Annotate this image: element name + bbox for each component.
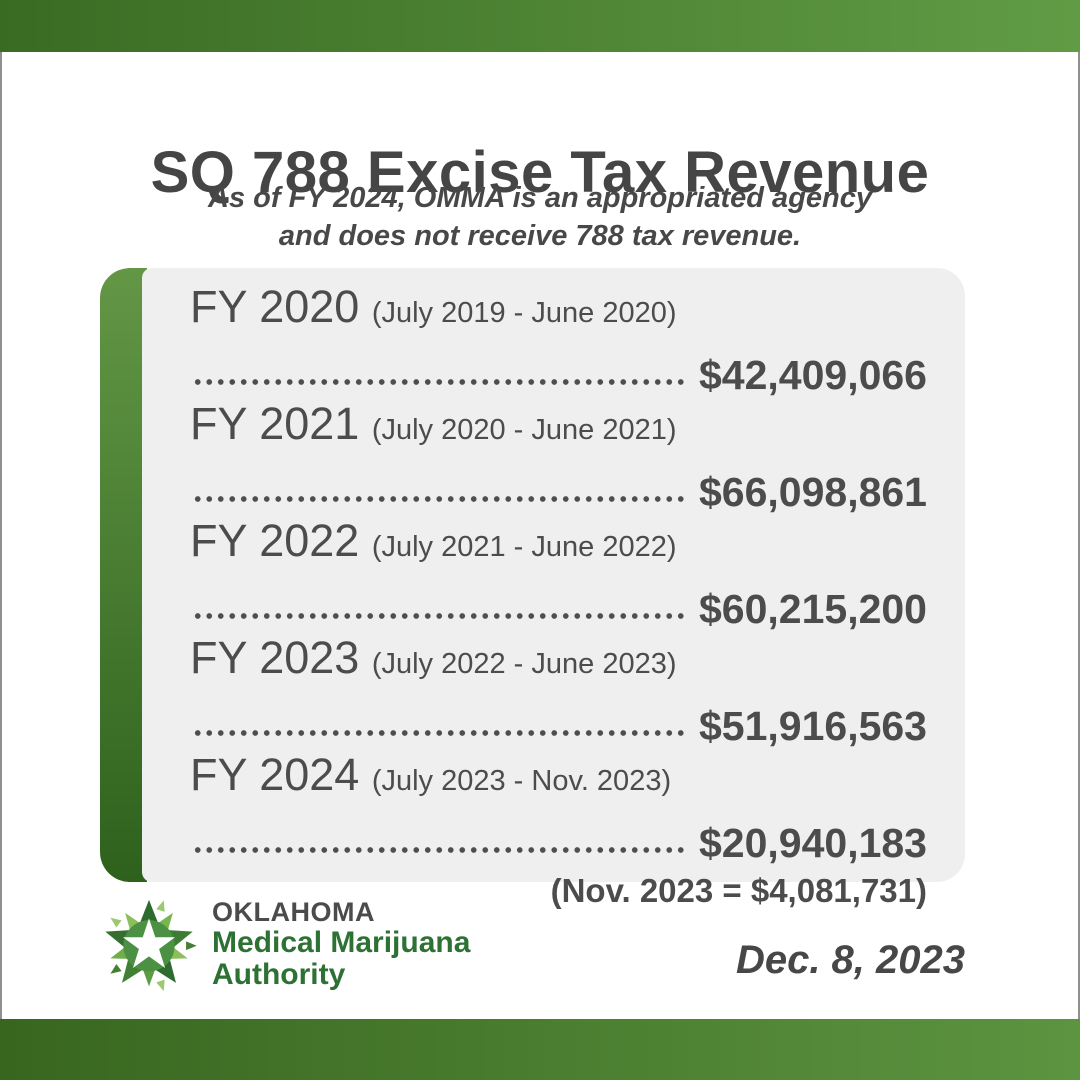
- dotted-leader: [192, 378, 685, 386]
- dotted-leader: [192, 846, 685, 854]
- fy-text: FY 2021: [190, 398, 360, 449]
- table-row: FY 2021 (July 2020 - June 2021) $66,098,…: [190, 397, 927, 513]
- fiscal-year-label: FY 2024 (July 2023 - Nov. 2023): [190, 748, 927, 808]
- fiscal-year-label: FY 2021 (July 2020 - June 2021): [190, 397, 927, 457]
- fy-text: FY 2024: [190, 749, 360, 800]
- fy-text: FY 2020: [190, 281, 360, 332]
- right-edge-line: [1078, 52, 1080, 1019]
- logo-medical-marijuana-label: Medical Marijuana: [212, 926, 471, 959]
- dotted-leader: [192, 729, 685, 737]
- fiscal-year-label: FY 2022 (July 2021 - June 2022): [190, 514, 927, 574]
- dotted-leader: [192, 612, 685, 620]
- green-accent-bar: [100, 268, 147, 882]
- fy-period: (July 2022 - June 2023): [371, 648, 677, 680]
- revenue-panel: FY 2020 (July 2019 - June 2020) $42,409,…: [100, 268, 965, 909]
- bottom-green-band: [0, 1019, 1080, 1080]
- revenue-list: FY 2020 (July 2019 - June 2020) $42,409,…: [190, 280, 927, 911]
- fy-amount-note: (Nov. 2023 = $4,081,731): [550, 872, 927, 909]
- publication-date: Dec. 8, 2023: [735, 938, 965, 982]
- page-title: SQ 788 Excise Tax Revenue: [150, 139, 930, 205]
- fy-period: (July 2019 - June 2020): [371, 297, 677, 329]
- subtitle-line-2: and does not receive 788 tax revenue.: [278, 219, 802, 252]
- fy-period: (July 2020 - June 2021): [371, 414, 677, 446]
- fiscal-year-label: FY 2023 (July 2022 - June 2023): [190, 631, 927, 691]
- fy-value-line: $42,409,066: [190, 340, 927, 396]
- table-row: FY 2022 (July 2021 - June 2022) $60,215,…: [190, 514, 927, 630]
- omma-logo-text: OKLAHOMA Medical Marijuana Authority: [212, 897, 470, 991]
- fy-amount: $51,916,563: [698, 703, 927, 749]
- subtitle-line-1: As of FY 2024, OMMA is an appropriated a…: [208, 182, 872, 214]
- fy-value-line: $60,215,200: [190, 574, 927, 630]
- logo-authority-label: Authority: [212, 958, 346, 991]
- dotted-leader: [192, 495, 685, 503]
- fy-value-line: $20,940,183: [190, 808, 927, 864]
- fy-amount: $20,940,183: [698, 820, 927, 866]
- table-row: FY 2020 (July 2019 - June 2020) $42,409,…: [190, 280, 927, 396]
- revenue-panel-card: FY 2020 (July 2019 - June 2020) $42,409,…: [142, 268, 965, 909]
- omma-starburst-icon: [105, 899, 197, 992]
- fy-text: FY 2022: [190, 515, 360, 566]
- fy-value-line: $66,098,861: [190, 457, 927, 513]
- fy-amount: $66,098,861: [698, 469, 927, 515]
- fy-amount: $42,409,066: [698, 352, 927, 398]
- fy-period: (July 2021 - June 2022): [371, 531, 677, 563]
- left-edge-line: [0, 52, 2, 1019]
- logo-oklahoma-label: OKLAHOMA: [212, 897, 375, 927]
- table-row: FY 2024 (July 2023 - Nov. 2023) $20,940,…: [190, 748, 927, 910]
- fy-text: FY 2023: [190, 632, 360, 683]
- fy-amount: $60,215,200: [698, 586, 927, 632]
- fy-period: (July 2023 - Nov. 2023): [371, 765, 672, 797]
- table-row: FY 2023 (July 2022 - June 2023) $51,916,…: [190, 631, 927, 747]
- fy-value-line: $51,916,563: [190, 691, 927, 747]
- page-subtitle: As of FY 2024, OMMA is an appropriated a…: [0, 180, 1080, 255]
- top-green-band: [0, 0, 1080, 52]
- fiscal-year-label: FY 2020 (July 2019 - June 2020): [190, 280, 927, 340]
- omma-logo: OKLAHOMA Medical Marijuana Authority: [96, 891, 470, 997]
